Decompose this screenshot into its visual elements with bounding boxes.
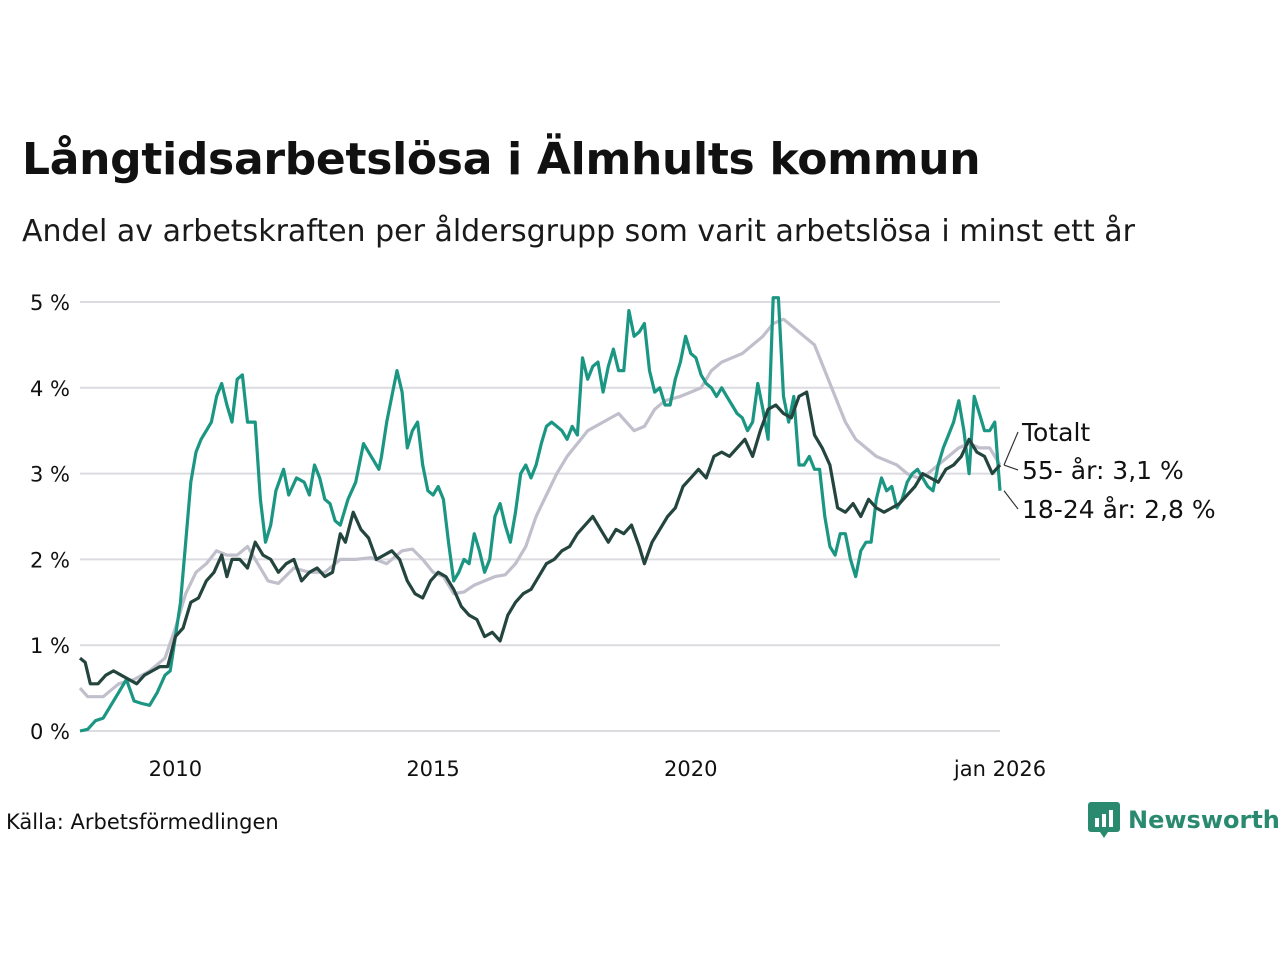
y-tick-label: 4 % (30, 377, 70, 401)
label-connector (1003, 490, 1019, 510)
series-line-2 (78, 390, 1002, 686)
end-label: 18-24 år: 2,8 % (1022, 495, 1216, 524)
y-tick-label: 2 % (30, 548, 70, 572)
x-tick-label: 2010 (149, 757, 202, 781)
series-lines (78, 296, 1002, 733)
end-label: Totalt (1021, 418, 1090, 447)
label-connector (1003, 464, 1019, 471)
y-tick-label: 0 % (30, 720, 70, 744)
source-note: Källa: Arbetsförmedlingen (6, 810, 279, 834)
series-line-0 (78, 317, 1002, 699)
label-connector (1003, 431, 1019, 466)
grid-lines (80, 301, 1000, 732)
y-tick-label: 5 % (30, 291, 70, 315)
y-axis-ticks: 0 % 1 % 2 % 3 % 4 % 5 % (30, 291, 70, 744)
x-tick-label: jan 2026 (953, 757, 1046, 781)
brand-name: Newsworthy (1128, 806, 1280, 834)
x-tick-label: 2015 (406, 757, 459, 781)
end-labels: Totalt 55- år: 3,1 % 18-24 år: 2,8 % (1003, 418, 1216, 524)
chart-title: Långtidsarbetslösa i Älmhults kommun (22, 134, 981, 185)
y-tick-label: 3 % (30, 463, 70, 487)
x-axis-ticks: 2010 2015 2020 jan 2026 (149, 757, 1046, 781)
brand-logo[interactable]: Newsworthy (1088, 802, 1280, 838)
chart-subtitle: Andel av arbetskraften per åldersgrupp s… (22, 214, 1135, 249)
series-line-1 (79, 296, 1002, 733)
newsworthy-logo-icon (1088, 802, 1120, 838)
end-label: 55- år: 3,1 % (1022, 456, 1184, 485)
x-tick-label: 2020 (664, 757, 717, 781)
y-tick-label: 1 % (30, 634, 70, 658)
